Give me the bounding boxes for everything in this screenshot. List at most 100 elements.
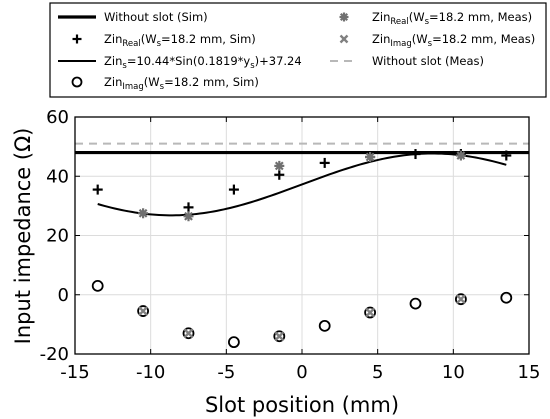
y-tick-label: 0: [58, 285, 69, 306]
data-point-circle-7: [409, 297, 422, 310]
cross-b: [365, 307, 375, 318]
circle-shape: [71, 76, 83, 88]
cross-b: [138, 306, 148, 316]
y-tick-label: 20: [46, 226, 69, 247]
legend-text-part: Zin: [104, 75, 122, 89]
legend-marker-symbol: [71, 76, 83, 88]
ast-d2: [456, 151, 466, 160]
legend-text-part: (W: [412, 32, 428, 46]
legend-entry-6: Without slot (Meas): [330, 54, 484, 68]
legend-subscript: s: [250, 61, 255, 71]
plot-area: -15 -10 -5 0 5 10 15 -20 0 20 40 60: [40, 107, 541, 383]
y-tick-label: 60: [46, 107, 69, 128]
y-axis-title: Input impedance (Ω): [11, 128, 35, 345]
data-point-cross-3: [365, 307, 375, 318]
cross-b: [456, 294, 466, 305]
data-point-circle-4: [273, 330, 286, 343]
series-layer: [75, 142, 529, 349]
circle-shape: [227, 336, 240, 349]
legend-subscript: s: [157, 39, 162, 49]
legend-subscript: s: [122, 61, 127, 71]
cross-b: [339, 34, 349, 44]
legend: Without slot (Sim)ZinReal(Ws=18.2 mm, Si…: [49, 2, 547, 98]
legend-marker-symbol: [339, 34, 349, 44]
legend-entry-3: ZinImag(Ws=18.2 mm, Sim): [71, 75, 259, 92]
legend-text-part: =18.2 mm, Sim): [164, 75, 259, 89]
legend-box: [49, 2, 547, 98]
data-point-circle-2: [182, 327, 195, 340]
legend-label: ZinImag(Ws=18.2 mm, Meas): [372, 32, 535, 49]
circle-shape: [364, 306, 377, 319]
legend-subscript: s: [160, 82, 165, 92]
legend-marker-symbol: [72, 34, 82, 44]
legend-subscript: s: [428, 39, 433, 49]
data-point-cross-0: [138, 306, 148, 316]
circle-shape: [273, 330, 286, 343]
data-point-asterisk-4: [455, 150, 466, 161]
legend-text-part: Zin: [372, 10, 390, 24]
data-point-plus-8: [501, 150, 512, 161]
data-point-plus-6: [410, 149, 421, 160]
data-point-asterisk-2: [274, 160, 285, 171]
data-point-plus-4: [319, 157, 330, 168]
legend-entry-4: ZinReal(Ws=18.2 mm, Meas): [339, 10, 532, 27]
legend-label: Without slot (Sim): [104, 10, 208, 24]
ast-d2: [138, 208, 148, 218]
data-point-circle-5: [318, 319, 331, 332]
data-point-circle-6: [364, 306, 377, 319]
data-point-circle-8: [454, 293, 467, 306]
legend-text-part: (W: [141, 32, 157, 46]
x-tick-label: -10: [136, 362, 165, 383]
legend-marker-symbol: [339, 12, 349, 22]
data-point-circle-3: [227, 336, 240, 349]
fit-curve: [97, 152, 507, 217]
legend-entry-1: ZinReal(Ws=18.2 mm, Sim): [72, 32, 256, 49]
legend-entry-0: Without slot (Sim): [58, 10, 208, 24]
data-point-circle-1: [137, 305, 150, 317]
x-tick-label: 0: [296, 362, 307, 383]
x-tick-label: 10: [442, 362, 465, 383]
legend-subscript: Real: [122, 39, 140, 49]
legend-subscript: Imag: [122, 82, 143, 92]
circle-shape: [500, 291, 513, 304]
x-axis-title: Slot position (mm): [205, 393, 399, 417]
legend-label: Without slot (Meas): [372, 54, 484, 68]
ast-d2: [365, 152, 375, 162]
data-point-cross-4: [456, 294, 466, 305]
data-point-asterisk-3: [365, 151, 376, 162]
grid: [75, 117, 529, 354]
legend-text-part: =18.2 mm, Sim): [161, 32, 256, 46]
legend-text-part: Zin: [372, 32, 390, 46]
legend-subscript: s: [425, 17, 430, 27]
ast-d2: [184, 211, 193, 221]
legend-text-part: Without slot (Sim): [104, 10, 208, 24]
circle-shape: [409, 297, 422, 310]
legend-text-part: =18.2 mm, Meas): [432, 32, 535, 46]
circle-shape: [91, 279, 104, 292]
data-point-cross-1: [183, 328, 194, 339]
legend-text-part: )+37.24: [255, 54, 302, 68]
data-point-plus-1: [183, 202, 194, 213]
x-tick-label: 5: [372, 362, 383, 383]
legend-text-part: Without slot (Meas): [372, 54, 484, 68]
data-point-asterisk-0: [138, 208, 149, 219]
circle-shape: [454, 293, 467, 306]
circle-shape: [182, 327, 195, 340]
data-point-circle-0: [91, 279, 104, 292]
data-point-plus-2: [228, 184, 239, 195]
y-tick-label: 40: [46, 166, 69, 187]
data-point-asterisk-1: [183, 211, 194, 222]
legend-entry-2: Zins=10.44*Sin(0.1819*ys)+37.24: [58, 54, 302, 71]
y-tick-label: -20: [40, 344, 69, 365]
data-point-circle-9: [500, 291, 513, 304]
legend-text-part: =10.44*Sin(0.1819*y: [127, 54, 251, 68]
x-tick-label: -15: [60, 362, 89, 383]
legend-text-part: Zin: [104, 32, 122, 46]
legend-text-part: (W: [409, 10, 425, 24]
x-tick-label: -5: [217, 362, 235, 383]
legend-entry-5: ZinImag(Ws=18.2 mm, Meas): [339, 32, 535, 49]
x-tick-label: 15: [518, 362, 541, 383]
data-point-plus-0: [92, 184, 103, 195]
cross-b: [183, 328, 194, 339]
